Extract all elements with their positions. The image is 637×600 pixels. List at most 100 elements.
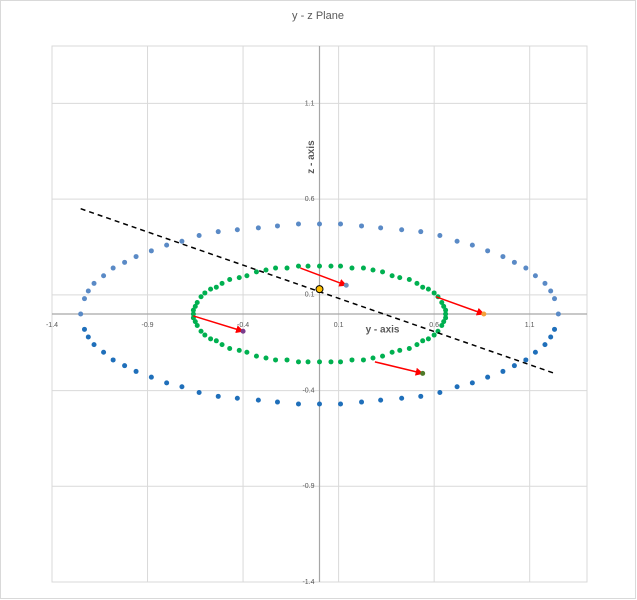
- arrow-end-point: [343, 282, 349, 288]
- y-tick-label: 0.6: [305, 196, 315, 203]
- point: [425, 286, 431, 292]
- point: [317, 221, 322, 227]
- point: [253, 269, 259, 275]
- point: [431, 332, 437, 338]
- point: [360, 357, 366, 363]
- arrow: [435, 296, 485, 316]
- point: [532, 349, 538, 355]
- point: [397, 347, 403, 353]
- point: [274, 223, 280, 229]
- point: [317, 359, 322, 365]
- point: [122, 363, 128, 369]
- point: [295, 401, 301, 407]
- point: [542, 280, 548, 286]
- point: [274, 399, 280, 405]
- point: [500, 368, 506, 374]
- point: [359, 399, 365, 405]
- point: [148, 374, 154, 380]
- point: [380, 269, 386, 275]
- arrow: [193, 315, 245, 333]
- y-tick-label: 1.1: [305, 100, 315, 107]
- point: [418, 393, 424, 399]
- point: [349, 265, 355, 271]
- point: [101, 349, 107, 355]
- x-tick-label: 0.6: [429, 322, 439, 329]
- point: [305, 263, 311, 269]
- point: [208, 336, 214, 342]
- point: [378, 225, 384, 231]
- point: [273, 265, 279, 271]
- point: [380, 353, 386, 359]
- point: [91, 342, 97, 348]
- point: [295, 263, 301, 269]
- point: [360, 265, 366, 271]
- point: [399, 395, 405, 401]
- point: [198, 294, 204, 300]
- x-tick-label: -0.9: [142, 322, 154, 329]
- point: [338, 221, 344, 227]
- point: [295, 221, 301, 227]
- point: [194, 322, 200, 328]
- point: [511, 259, 517, 265]
- chart-title: y - z Plane: [292, 10, 344, 22]
- point: [378, 397, 384, 403]
- x-tick-label: 0.1: [334, 322, 344, 329]
- point: [78, 311, 84, 317]
- point: [542, 342, 548, 348]
- point: [349, 357, 355, 363]
- point: [443, 315, 449, 321]
- x-tick-label: -0.4: [237, 322, 249, 329]
- point: [305, 359, 311, 365]
- point: [399, 227, 405, 233]
- point: [179, 238, 185, 244]
- point: [548, 288, 554, 294]
- point: [338, 401, 344, 407]
- point: [244, 349, 250, 355]
- point: [122, 259, 128, 265]
- arrow-end-point: [481, 311, 487, 317]
- point: [164, 380, 170, 386]
- point: [273, 357, 279, 363]
- point: [192, 303, 198, 309]
- x-tick-label: -1.4: [46, 322, 58, 329]
- point: [236, 347, 242, 353]
- point: [418, 229, 424, 235]
- point: [164, 242, 170, 248]
- labels: -1.4 -0.9 -0.4 0.1 0.6 1.1 -1.4 -0.9 -0.4 0.1 0.6 1…: [46, 100, 535, 586]
- point: [439, 322, 445, 328]
- point: [255, 397, 261, 403]
- point: [441, 319, 447, 325]
- point: [295, 359, 301, 365]
- point: [431, 290, 437, 296]
- point: [406, 277, 412, 283]
- point: [234, 227, 240, 233]
- y-tick-label: -0.4: [302, 387, 314, 394]
- point: [370, 267, 376, 273]
- point: [555, 311, 561, 317]
- point: [219, 280, 225, 286]
- arrow: [300, 267, 348, 287]
- point: [435, 328, 441, 334]
- point: [317, 401, 322, 407]
- point: [196, 389, 202, 395]
- point: [389, 349, 395, 355]
- x-tick-label: 1.1: [525, 322, 535, 329]
- point: [190, 311, 196, 317]
- point: [315, 285, 324, 294]
- point: [532, 273, 538, 279]
- y-tick-label: -1.4: [302, 579, 314, 586]
- point: [133, 254, 139, 260]
- point: [437, 389, 443, 395]
- point: [192, 319, 198, 325]
- marks: [78, 208, 561, 407]
- point: [523, 357, 529, 363]
- point: [548, 334, 554, 340]
- point: [420, 284, 426, 290]
- point: [500, 254, 506, 260]
- x-axis-title: y - axis: [366, 325, 400, 336]
- point: [485, 374, 491, 380]
- point: [101, 273, 107, 279]
- point: [234, 395, 240, 401]
